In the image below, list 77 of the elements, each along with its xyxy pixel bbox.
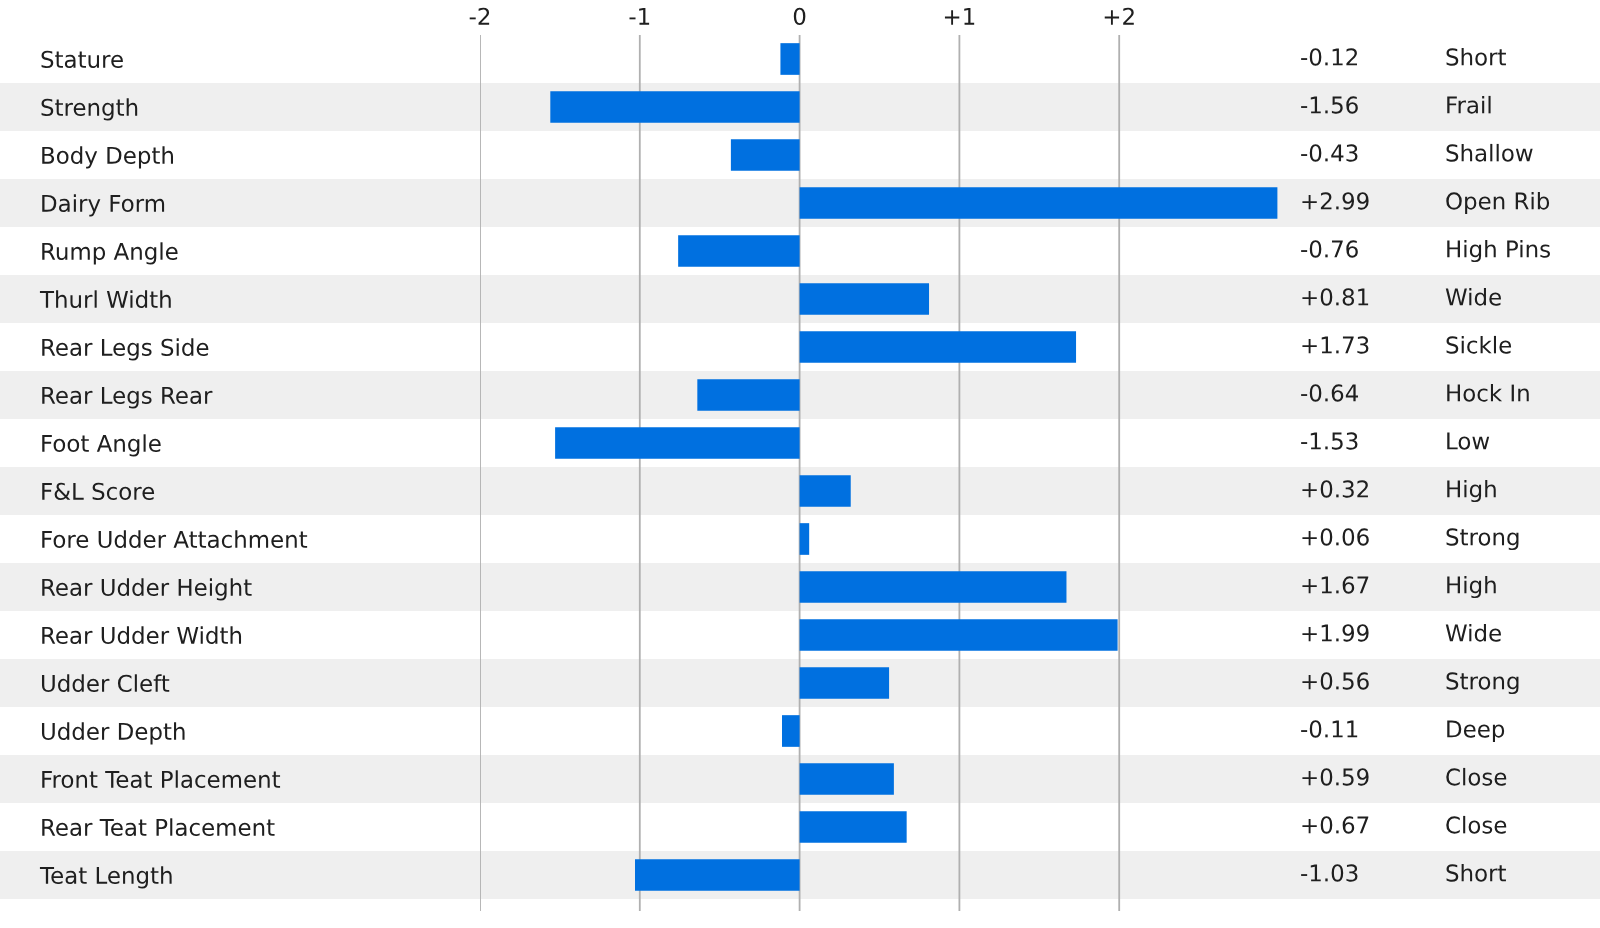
text: Close [1446,815,1507,834]
text: Strong [1446,672,1519,695]
bar [697,379,800,411]
text: High [1447,479,1496,503]
y-tick-label: F&L Score [42,482,155,501]
y-tick-label: Strength [41,98,138,121]
text: -0.64 [1301,384,1359,402]
text: Shallow [1446,143,1533,162]
bar [799,763,894,795]
y-tick-label: Rump Angle [42,242,178,265]
text: +0.32 [1302,480,1368,498]
text: +1.99 [1302,624,1369,642]
text: +1.67 [1302,576,1369,594]
text: -0.76 [1301,240,1358,258]
y-tick-label: Rear Udder Width [42,626,242,645]
text: +0.56 [1302,672,1369,690]
y-tick-label: Foot Angle [42,434,161,457]
bar [799,331,1077,363]
text: -0.43 [1301,144,1358,162]
bar [799,475,851,507]
y-tick-label: Front Teat Placement [42,770,281,789]
y-tick-label: Body Depth [42,146,173,169]
bar [730,139,800,171]
text: -0.11 [1301,720,1358,738]
text: Sickle [1446,335,1512,354]
bar [782,715,800,747]
text: Wide [1445,623,1501,642]
y-tick-label: Teat Length [39,866,172,889]
text: Wide [1445,287,1501,306]
bar [780,43,800,75]
y-tick-label: Dairy Form [42,194,165,217]
bar [799,283,930,315]
x-tick-label: +2 [1104,7,1134,25]
text: -1.56 [1301,96,1358,114]
bar [799,523,810,555]
bar [799,571,1067,603]
text: Open Rib [1446,191,1550,215]
bar [555,427,800,459]
text: Short [1446,863,1506,882]
bar [550,91,800,123]
y-tick-label: Udder Cleft [41,674,170,693]
text: +0.59 [1302,768,1369,786]
y-tick-label: Rear Teat Placement [42,818,275,837]
text: +1.73 [1302,336,1369,354]
y-tick-label: Rear Legs Side [42,338,209,361]
text: Frail [1447,95,1491,114]
bar [678,235,800,267]
x-tick-label: 0 [793,7,806,25]
text: +2.99 [1302,192,1369,210]
text: +0.67 [1302,816,1369,834]
text: -1.53 [1301,432,1358,450]
y-tick-label: Rear Udder Height [42,578,252,601]
x-tick-label: +1 [944,7,975,25]
text: Strong [1446,528,1519,551]
y-tick-label: Rear Legs Rear [42,387,213,409]
text: Close [1446,767,1507,786]
y-tick-label: Fore Udder Attachment [42,530,308,549]
y-tick-label: Stature [41,50,123,69]
bar [635,859,800,891]
text: Deep [1447,720,1505,743]
text: High [1447,575,1496,599]
text: -1.03 [1301,864,1358,882]
y-tick-label: Thurl Width [39,290,171,309]
text: +0.06 [1302,528,1369,546]
bar [799,811,907,843]
text: Low [1447,432,1490,450]
y-tick-label: Udder Depth [41,722,185,745]
text: -0.12 [1301,48,1357,66]
bar [799,187,1278,219]
text: High Pins [1447,239,1550,263]
x-tick-label: -1 [629,7,650,25]
text: +0.81 [1302,288,1369,306]
x-tick-label: -2 [469,7,490,25]
bar [799,667,890,699]
bar [799,619,1118,651]
text: Short [1446,47,1506,66]
text: Hock In [1447,383,1529,402]
